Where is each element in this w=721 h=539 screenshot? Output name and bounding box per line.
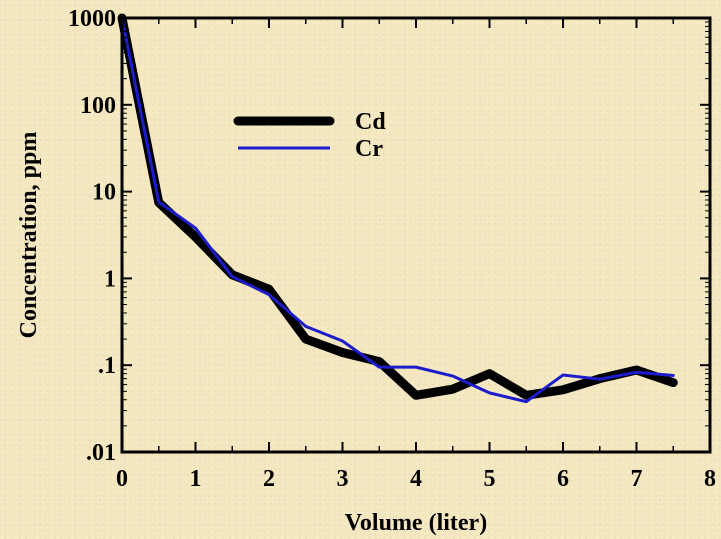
y-tick-label: .01 [86,440,116,466]
y-tick-label: 100 [80,93,116,119]
x-tick-label: 6 [557,466,569,492]
y-tick-label: .1 [98,353,116,379]
x-tick-label: 2 [263,466,275,492]
y-tick-label: 10 [92,180,116,206]
x-tick-label: 8 [704,466,716,492]
x-tick-label: 1 [190,466,202,492]
x-tick-label: 7 [631,466,643,492]
legend-label-cd: Cd [355,109,386,135]
x-tick-label: 5 [484,466,496,492]
x-tick-label: 3 [337,466,349,492]
plot-frame [120,16,712,454]
legend-label-cr: Cr [355,136,383,162]
series-line-cr [120,16,675,404]
x-tick-label: 0 [116,466,128,492]
y-tick-label: 1 [104,266,116,292]
x-axis-title: Volume (liter) [345,510,487,536]
series-line-cd [117,13,678,400]
tick-layer: 0 1 2 3 4 5 6 7 8 .01 .1 1 10 100 1000 [68,6,716,492]
legend: Cd Cr [233,109,386,162]
y-axis-title: Concentration, ppm [16,132,42,339]
x-tick-label: 4 [410,466,422,492]
series-layer [117,13,678,404]
y-tick-label: 1000 [68,6,116,32]
